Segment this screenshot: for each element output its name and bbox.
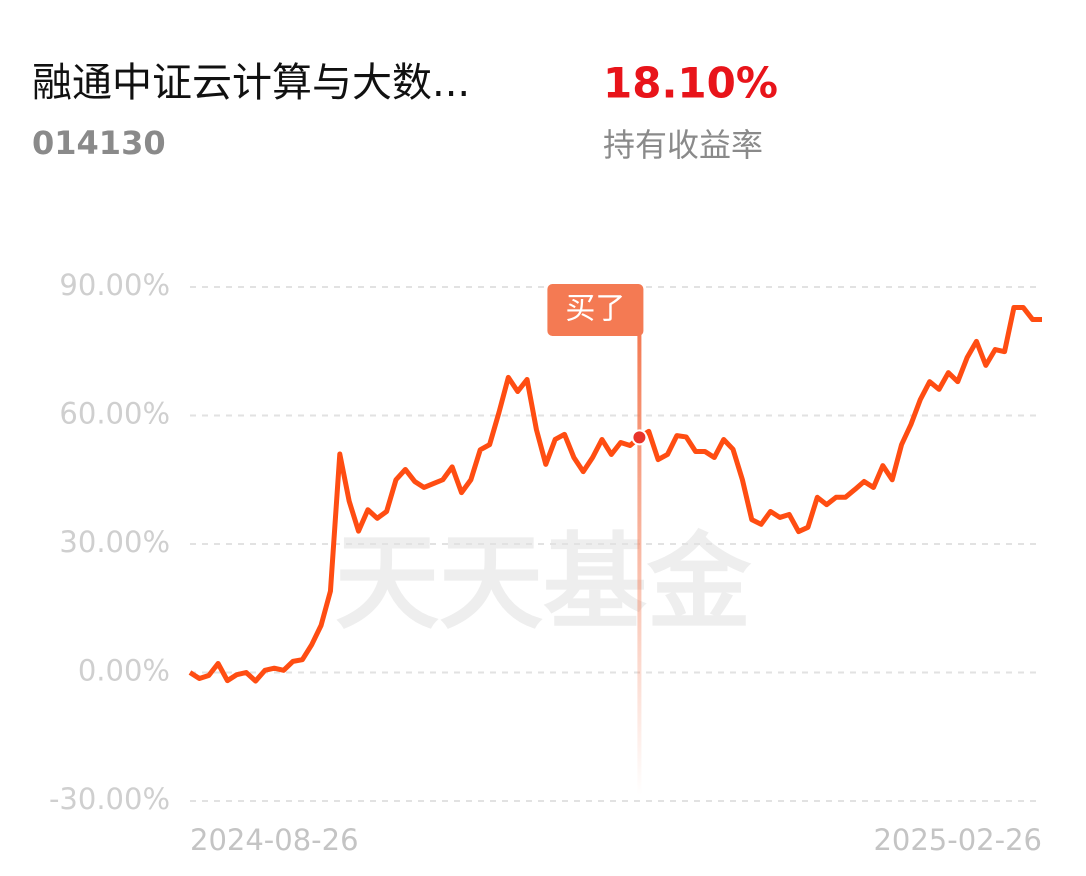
return-label: 持有收益率 <box>603 126 763 164</box>
x-tick-label: 2024-08-26 <box>190 823 359 857</box>
data-line <box>188 305 1042 684</box>
y-tick-label: -30.00% <box>49 782 170 816</box>
buy-point <box>631 429 648 446</box>
buy-tag-text: 买了 <box>565 292 625 327</box>
fund-code: 014130 <box>32 124 166 162</box>
buy-line <box>637 335 642 795</box>
y-tick-label: 60.00% <box>59 397 170 431</box>
y-tick-label: 90.00% <box>59 268 170 302</box>
watermark: 天天基金 <box>335 521 752 643</box>
fund-title: 融通中证云计算与大数... <box>32 60 470 106</box>
x-tick-label: 2025-02-26 <box>873 823 1042 857</box>
y-tick-label: 30.00% <box>59 525 170 559</box>
buy-tag <box>547 284 644 336</box>
y-tick-label: 0.00% <box>78 654 170 688</box>
return-value: 18.10% <box>603 59 778 108</box>
